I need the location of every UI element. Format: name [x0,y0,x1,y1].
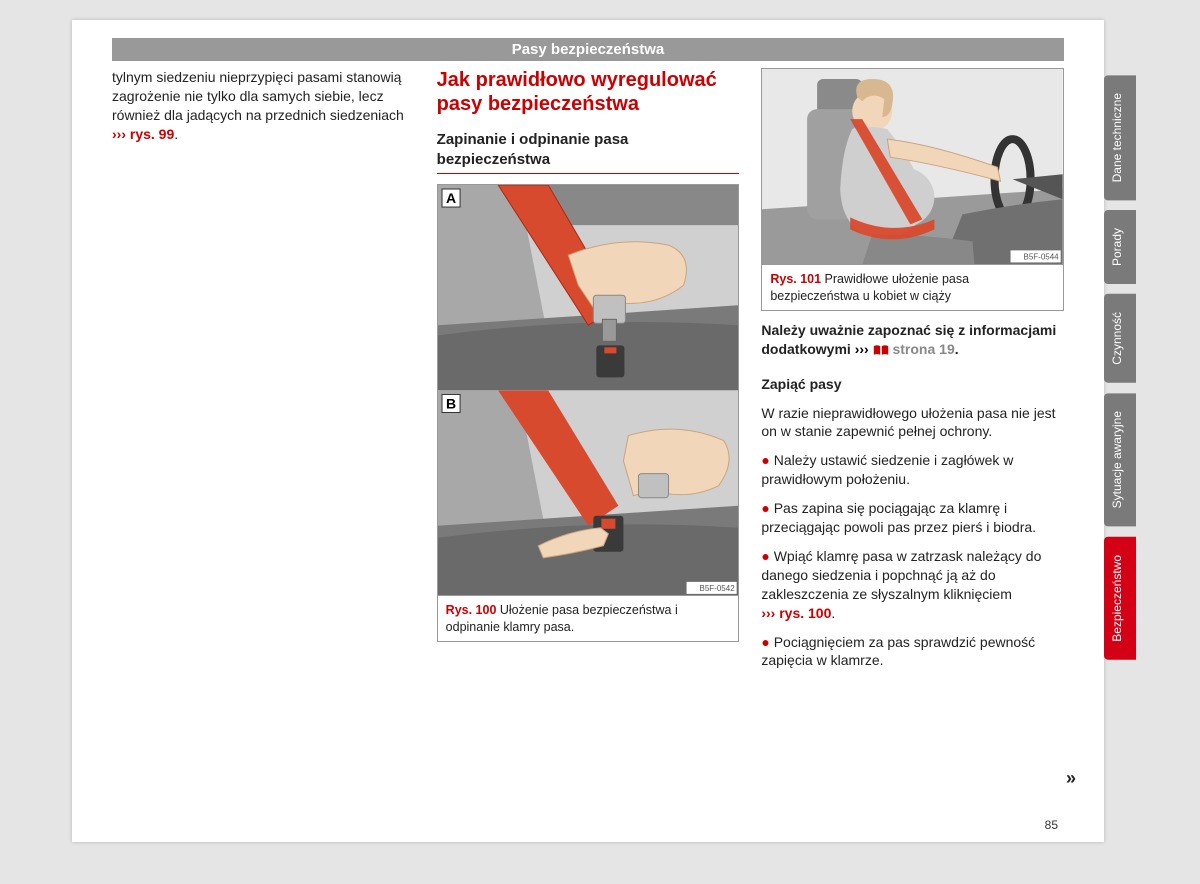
col3-p2: W razie nieprawidłowego ułożenia pasa ni… [761,404,1064,442]
column-2: Jak prawidłowo wyregulować pasy bezpiecz… [437,68,740,812]
bullet-3: ● Wpiąć klamrę pasa w zatrzask należący … [761,547,1064,623]
page: Pasy bezpieczeństwa tylnym siedzeniu nie… [72,20,1104,842]
bullet-2: ● Pas zapina się pociągając za klamrę i … [761,499,1064,537]
info-arrows: ››› [855,341,869,357]
ref-rys-100: ››› rys. 100 [761,605,831,621]
content-columns: tylnym siedzeniu nieprzypięci pasami sta… [112,68,1064,812]
fig101-code: B5F-0544 [1024,252,1060,261]
figure-101-caption: Rys. 101 Prawidłowe ułożenie pasa bezpie… [762,264,1063,310]
info-page-ref: strona 19 [889,341,955,357]
fig100-code: B5F-0542 [699,583,735,592]
col1-text: tylnym siedzeniu nieprzypięci pasami sta… [112,69,404,123]
bullet-4: ● Pociągnięciem za pas sprawdzić pewność… [761,633,1064,671]
b3-text: Wpiąć klamrę pasa w zatrzask należący do… [761,548,1041,602]
side-tabs: Dane techniczne Porady Czynność Sytuacje… [1104,75,1136,659]
b4-text: Pociągnięciem za pas sprawdzić pewność z… [761,634,1035,669]
tab-bezpieczenstwo[interactable]: Bezpieczeństwo [1104,537,1136,660]
info-dot: . [955,341,959,357]
ref-rys-99: ››› rys. 99 [112,126,174,142]
continue-mark: » [1066,766,1076,790]
b1-text: Należy ustawić siedzenie i zagłówek w pr… [761,452,1013,487]
sub-heading: Zapinanie i odpinanie pasa bezpieczeństw… [437,130,740,174]
figure-100-caption: Rys. 100 Ułożenie pasa bezpieczeństwa i … [438,595,739,641]
tab-sytuacje-awaryjne[interactable]: Sytuacje awaryjne [1104,393,1136,526]
figure-100-illustration: A [438,185,739,596]
column-3: B5F-0544 Rys. 101 Prawidłowe ułożenie pa… [761,68,1064,812]
fig100-ref: Rys. 100 [446,603,497,617]
figure-101: B5F-0544 Rys. 101 Prawidłowe ułożenie pa… [761,68,1064,311]
page-number: 85 [1045,818,1058,832]
fig-label-a: A [446,190,456,206]
tab-porady[interactable]: Porady [1104,210,1136,284]
col1-paragraph: tylnym siedzeniu nieprzypięci pasami sta… [112,68,415,144]
b2-text: Pas zapina się pociągając za klamrę i pr… [761,500,1036,535]
page-title: Pasy bezpieczeństwa [112,38,1064,61]
tab-dane-techniczne[interactable]: Dane techniczne [1104,75,1136,200]
b3-dot: . [831,605,835,621]
section-heading: Jak prawidłowo wyregulować pasy bezpiecz… [437,68,740,116]
fig101-ref: Rys. 101 [770,272,821,286]
figure-101-illustration: B5F-0544 [762,69,1063,264]
tab-czynnosc[interactable]: Czynność [1104,294,1136,383]
bullet-1: ● Należy ustawić siedzenie i zagłówek w … [761,451,1064,489]
info-line: Należy uważnie zapoznać się z informacja… [761,321,1064,359]
fig-label-b: B [446,395,456,411]
book-icon [873,344,889,356]
col1-dot: . [174,126,178,142]
sub-heading-2: Zapiąć pasy [761,375,1064,394]
figure-100: A [437,184,740,642]
column-1: tylnym siedzeniu nieprzypięci pasami sta… [112,68,415,812]
